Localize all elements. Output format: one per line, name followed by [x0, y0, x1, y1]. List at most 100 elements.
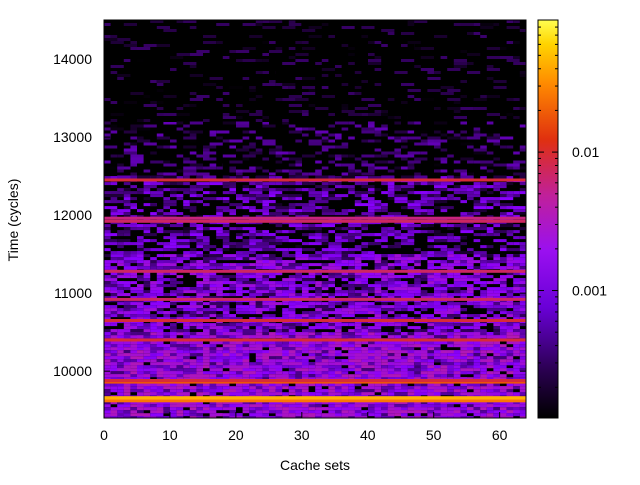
heatmap-cell	[368, 311, 375, 315]
heatmap-cell	[453, 311, 461, 315]
heatmap-cell	[486, 392, 500, 396]
heatmap-cell	[434, 407, 441, 411]
heatmap-cell	[341, 254, 349, 258]
heatmap-cell	[513, 341, 526, 345]
y-tick-label: 14000	[53, 51, 92, 67]
heatmap-cell	[123, 151, 137, 155]
heatmap-cell	[420, 308, 428, 312]
heatmap-cell	[500, 197, 514, 201]
heatmap-cell	[196, 356, 203, 360]
heatmap-cell	[282, 230, 289, 234]
heatmap-cell	[302, 359, 309, 363]
heatmap-cell	[150, 287, 164, 291]
heatmap-cell	[315, 350, 322, 354]
heatmap-cell	[368, 386, 375, 390]
heatmap-cell	[189, 335, 203, 339]
heatmap-cell	[401, 410, 408, 414]
heatmap-cell	[143, 239, 151, 243]
heatmap-cell	[123, 191, 137, 195]
heatmap-cell	[222, 248, 230, 252]
heatmap-cell	[282, 365, 289, 369]
heatmap-cell	[110, 389, 118, 393]
heatmap-cell	[453, 59, 467, 62]
heatmap-cell	[427, 266, 441, 270]
heatmap-cell	[295, 160, 302, 164]
heatmap-cell	[117, 242, 131, 246]
heatmap-cell	[216, 136, 223, 140]
heatmap-cell	[434, 368, 441, 372]
heatmap-cell	[315, 287, 322, 291]
heatmap-cell	[262, 332, 269, 336]
heatmap-cell	[288, 157, 302, 161]
heatmap-cell	[315, 362, 329, 366]
heatmap-cell	[183, 368, 197, 372]
heatmap-cell	[414, 368, 421, 372]
heatmap-cell	[427, 329, 441, 333]
heatmap-cell	[104, 182, 111, 186]
heatmap-cell	[216, 284, 223, 288]
heatmap-cell	[440, 148, 448, 152]
heatmap-cell	[110, 209, 118, 213]
heatmap-cell	[295, 368, 302, 372]
heatmap-cell	[143, 263, 151, 267]
heatmap-cell	[137, 359, 144, 363]
heatmap-cell	[302, 224, 309, 228]
heatmap-cell	[110, 365, 118, 369]
heatmap-cell	[500, 95, 507, 98]
heatmap-cell	[249, 142, 256, 146]
heatmap-cell	[216, 317, 223, 321]
heatmap-cell	[493, 356, 507, 360]
heatmap-cell	[519, 383, 526, 387]
heatmap-cell	[500, 248, 507, 252]
heatmap-cell	[189, 311, 197, 315]
heatmap-cell	[189, 365, 197, 369]
heatmap-cell	[222, 182, 236, 186]
heatmap-cell	[420, 133, 428, 137]
heatmap-cell	[130, 416, 137, 418]
heatmap-cell	[480, 275, 494, 279]
heatmap-cell	[110, 344, 118, 348]
heatmap-cell	[361, 212, 375, 216]
heatmap-cell	[196, 182, 210, 186]
heatmap-cell	[354, 284, 368, 288]
heatmap-cell	[170, 191, 177, 195]
heatmap-cell	[513, 374, 526, 378]
heatmap-cell	[315, 254, 322, 258]
heatmap-cell	[401, 101, 408, 104]
heatmap-cell	[216, 209, 223, 213]
heatmap-cell	[486, 290, 494, 294]
heatmap-cell	[295, 278, 302, 282]
heatmap-cell	[262, 284, 269, 288]
heatmap-cell	[282, 335, 289, 339]
heatmap-cell	[401, 157, 408, 161]
heatmap-cell	[130, 145, 137, 149]
heatmap-cell	[302, 212, 316, 216]
heatmap-cell	[288, 206, 296, 210]
heatmap-cell	[123, 182, 131, 186]
heatmap-cell	[170, 257, 177, 261]
heatmap-cell	[236, 305, 250, 309]
heatmap-cell	[104, 224, 111, 228]
heatmap-cell	[143, 359, 151, 363]
heatmap-cell	[460, 296, 467, 300]
heatmap-cell	[447, 368, 454, 372]
heatmap-cell	[506, 59, 520, 62]
heatmap-cell	[176, 317, 184, 321]
heatmap-cell	[513, 166, 526, 170]
heatmap-cell	[381, 151, 395, 155]
heatmap-cell	[321, 23, 329, 26]
heatmap-cell	[163, 121, 177, 125]
heatmap-cell	[480, 407, 487, 411]
heatmap-cell	[216, 341, 223, 345]
heatmap-cell	[381, 410, 388, 414]
heatmap-cell	[394, 236, 408, 240]
heatmap-cell	[295, 323, 302, 327]
heatmap-cell	[156, 407, 164, 411]
heatmap-cell	[269, 275, 276, 279]
heatmap-cell	[460, 362, 467, 366]
heatmap-cell	[368, 335, 382, 339]
heatmap-cell	[104, 287, 111, 291]
heatmap-cell	[262, 278, 269, 282]
heatmap-cell	[519, 290, 526, 294]
heatmap-cell	[401, 83, 415, 86]
